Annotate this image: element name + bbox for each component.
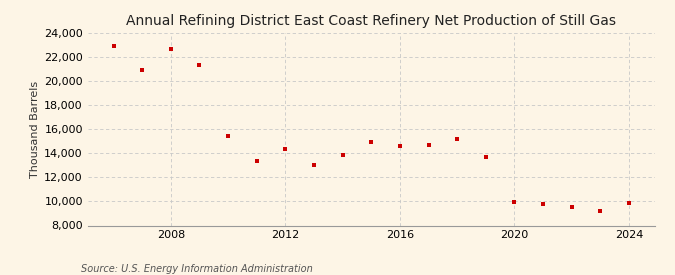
Point [251, 158, 262, 163]
Point [308, 163, 319, 167]
Point [223, 134, 234, 138]
Point [566, 205, 577, 210]
Title: Annual Refining District East Coast Refinery Net Production of Still Gas: Annual Refining District East Coast Refi… [126, 14, 616, 28]
Point [165, 46, 176, 51]
Point [280, 146, 291, 151]
Point [624, 200, 634, 205]
Point [423, 143, 434, 147]
Point [394, 144, 405, 148]
Point [509, 200, 520, 204]
Y-axis label: Thousand Barrels: Thousand Barrels [30, 81, 40, 178]
Point [338, 152, 348, 157]
Point [481, 155, 491, 159]
Point [595, 209, 605, 213]
Point [108, 44, 119, 48]
Point [366, 140, 377, 145]
Point [194, 63, 205, 68]
Point [452, 137, 462, 141]
Point [538, 202, 549, 207]
Text: Source: U.S. Energy Information Administration: Source: U.S. Energy Information Administ… [81, 264, 313, 274]
Point [137, 68, 148, 73]
